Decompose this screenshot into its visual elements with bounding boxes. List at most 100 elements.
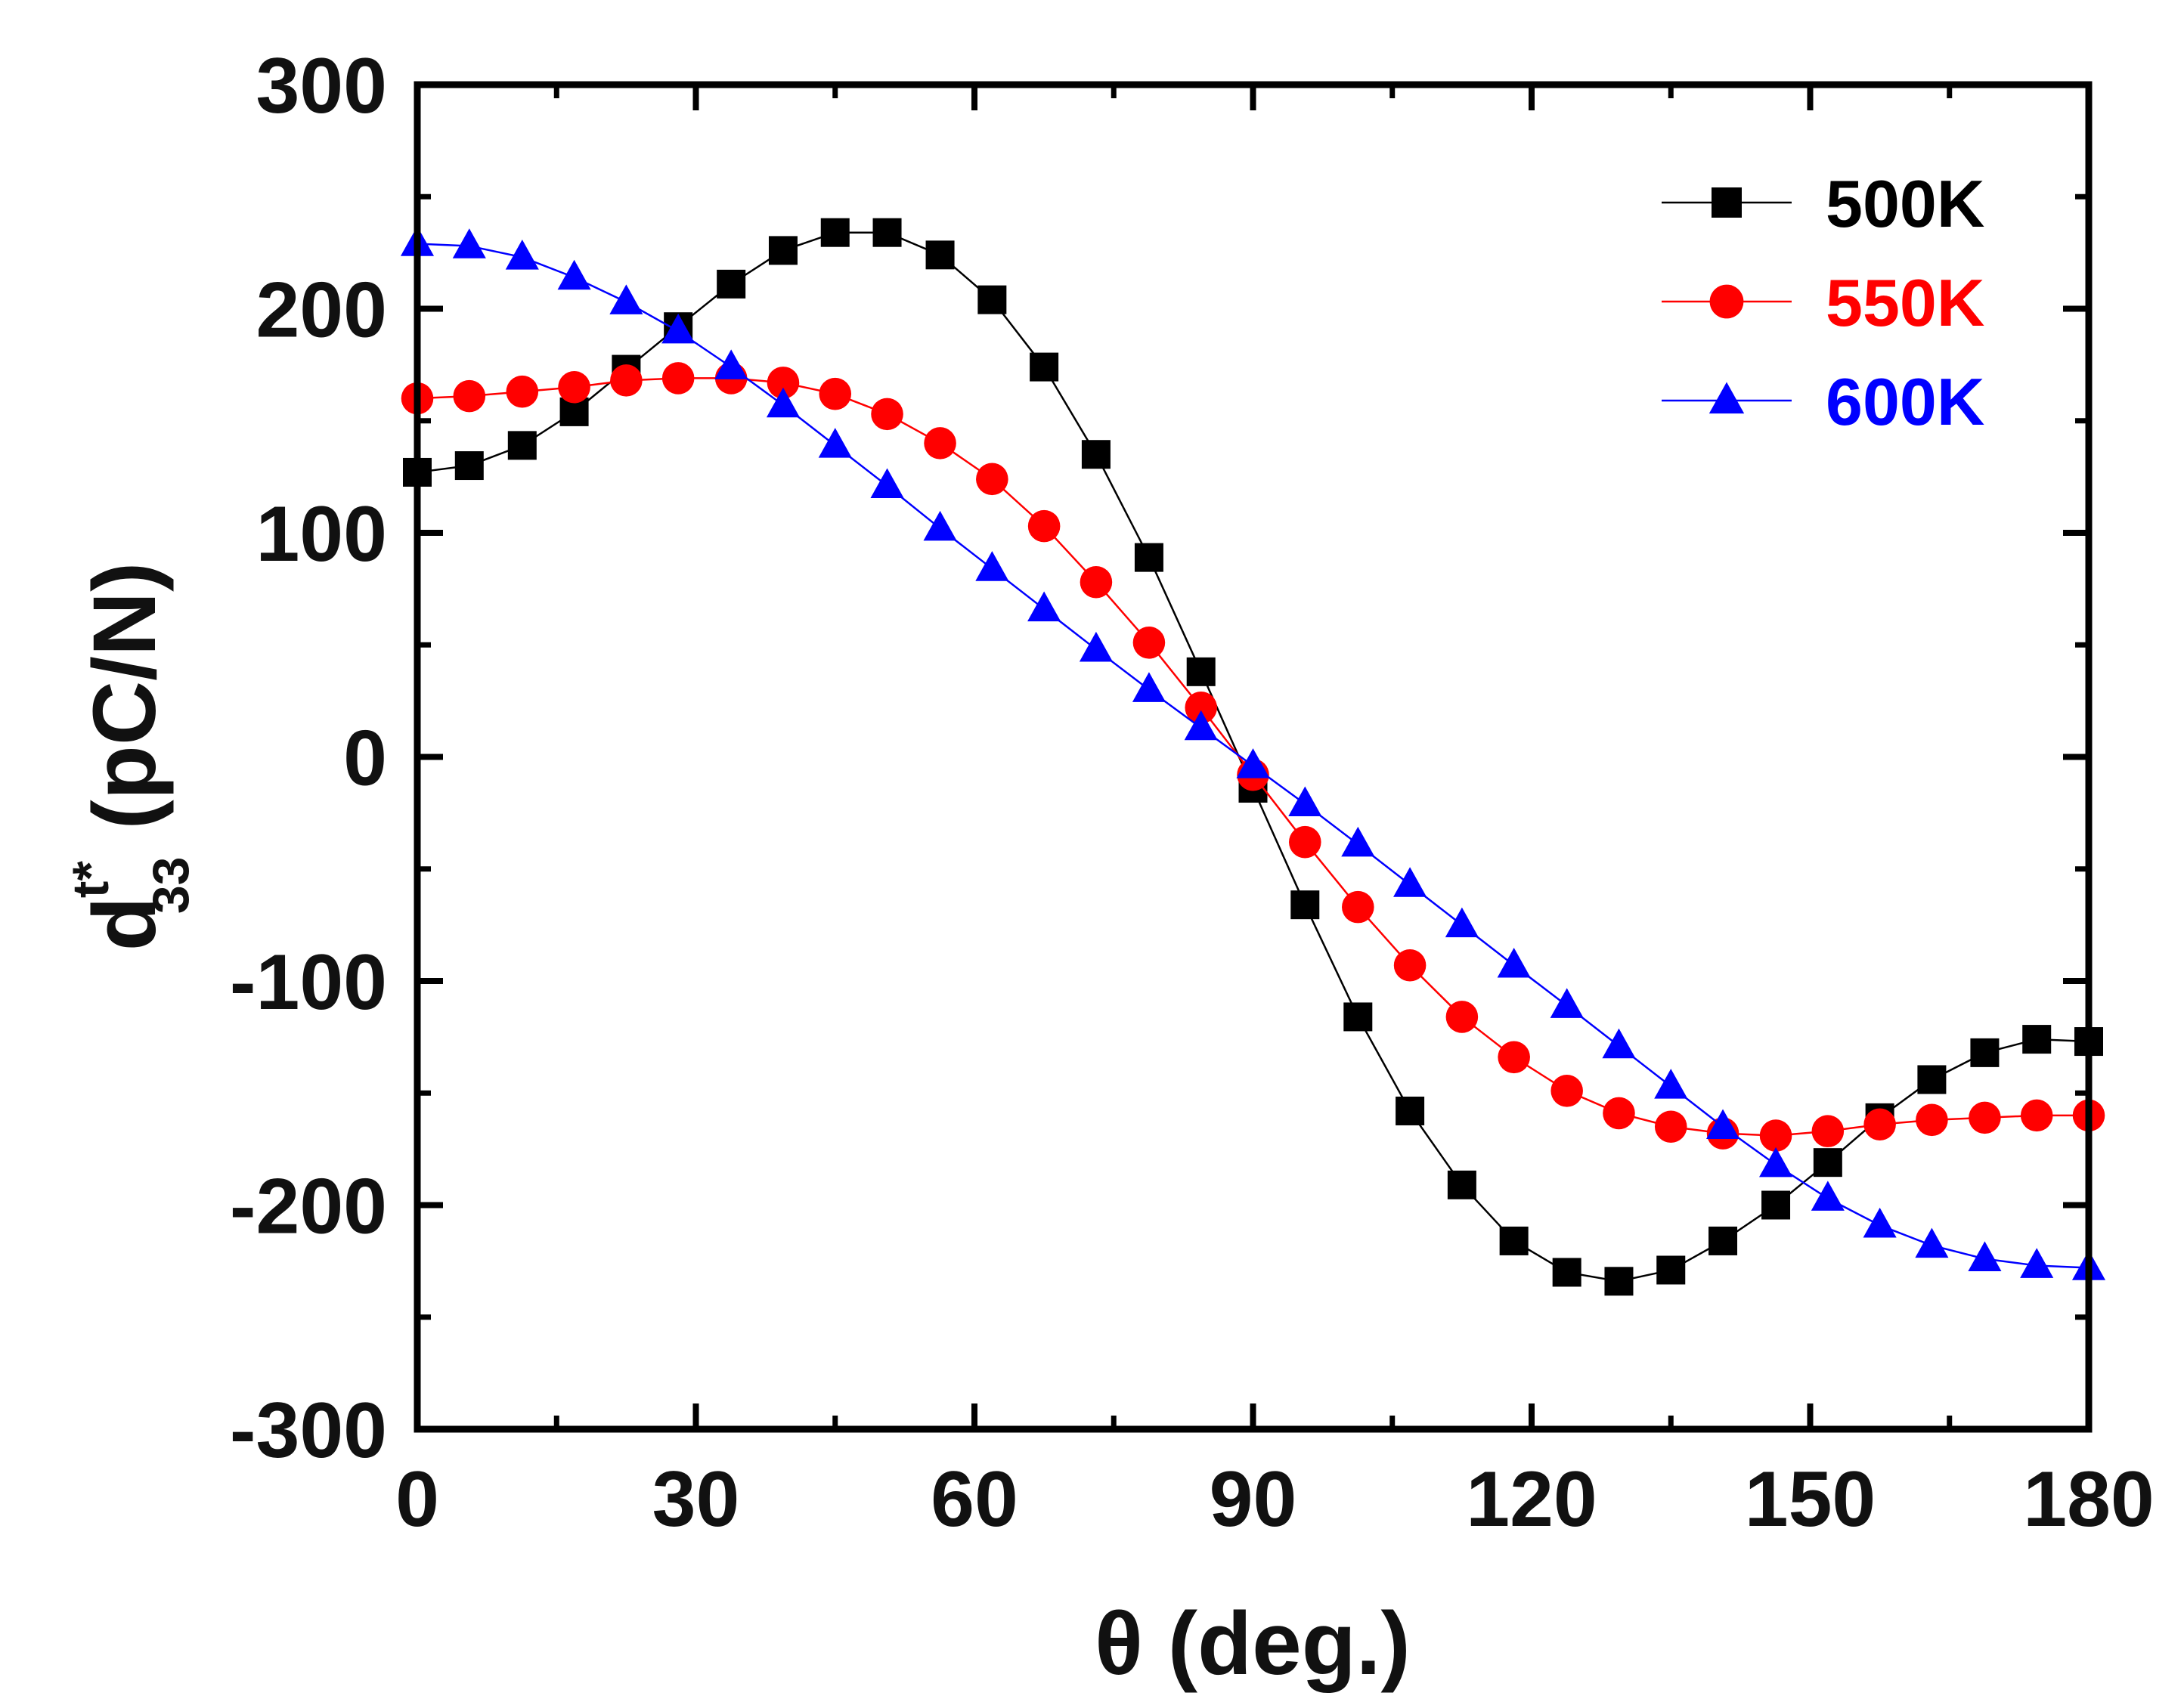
- data-point-550K: [1027, 509, 1061, 543]
- legend-item-550K: 550K: [1662, 265, 1984, 340]
- data-point-600K: [1863, 1207, 1897, 1238]
- data-point-600K: [1759, 1147, 1793, 1178]
- data-point-600K: [1497, 947, 1531, 978]
- y-tick-label: 100: [256, 491, 387, 578]
- data-point-500K: [1396, 1096, 1425, 1125]
- data-point-500K: [1343, 1002, 1373, 1032]
- x-tick-label: 60: [931, 1456, 1018, 1543]
- y-axis-title-units: (pC/N): [75, 562, 175, 830]
- data-point-600K: [818, 428, 852, 458]
- data-point-500K: [768, 236, 798, 265]
- data-point-600K: [1079, 631, 1113, 662]
- data-point-550K: [871, 398, 903, 431]
- data-point-500K: [2022, 1025, 2052, 1054]
- data-point-500K: [1970, 1038, 2000, 1067]
- data-point-550K: [976, 463, 1008, 496]
- data-point-550K: [506, 375, 539, 408]
- data-point-500K: [1656, 1255, 1686, 1285]
- legend-label: 600K: [1826, 364, 1984, 439]
- data-point-550K: [924, 427, 956, 460]
- data-point-600K: [1811, 1181, 1845, 1211]
- data-point-550K: [1654, 1110, 1687, 1143]
- data-point-600K: [923, 510, 957, 541]
- data-point-600K: [1236, 748, 1270, 778]
- data-point-500K: [1604, 1267, 1634, 1296]
- data-point-500K: [925, 240, 955, 270]
- legend-label: 550K: [1826, 265, 1984, 340]
- data-point-600K: [505, 240, 539, 270]
- data-point-600K: [661, 313, 695, 344]
- data-point-600K: [1915, 1227, 1949, 1258]
- x-axis-title: θ (deg.): [1095, 1594, 1411, 1694]
- data-point-550K: [2020, 1099, 2053, 1132]
- data-point-500K: [1552, 1258, 1581, 1287]
- data-point-550K: [819, 377, 852, 410]
- data-point-500K: [1708, 1226, 1738, 1255]
- data-point-600K: [1027, 591, 1061, 622]
- x-tick-label: 180: [2023, 1456, 2155, 1543]
- data-point-500K: [454, 451, 484, 481]
- data-point-600K: [1550, 988, 1584, 1018]
- data-point-500K: [507, 431, 537, 460]
- x-tick-label: 90: [1210, 1456, 1297, 1543]
- data-point-550K: [1916, 1103, 1948, 1137]
- data-point-500K: [1134, 543, 1163, 572]
- data-point-600K: [2020, 1248, 2054, 1278]
- y-tick-label: 200: [256, 267, 387, 354]
- x-tick-label: 150: [1745, 1456, 1876, 1543]
- y-tick-label: 0: [343, 715, 387, 803]
- legend-marker: [1709, 284, 1744, 319]
- legend-label: 500K: [1826, 166, 1984, 241]
- data-point-600K: [557, 259, 591, 290]
- legend-item-600K: 600K: [1662, 364, 1984, 439]
- data-point-500K: [872, 218, 902, 247]
- y-tick-label: -200: [230, 1163, 387, 1251]
- data-point-500K: [820, 218, 850, 247]
- data-point-500K: [977, 285, 1007, 314]
- legend-item-500K: 500K: [1662, 166, 1984, 241]
- data-point-500K: [1186, 657, 1216, 686]
- data-point-500K: [1447, 1170, 1476, 1199]
- data-point-500K: [1761, 1190, 1791, 1220]
- data-point-600K: [1445, 907, 1479, 938]
- data-point-550K: [1550, 1075, 1583, 1107]
- data-point-600K: [870, 468, 904, 499]
- legend-marker: [1708, 382, 1745, 414]
- data-point-550K: [767, 367, 800, 399]
- data-point-600K: [975, 551, 1009, 581]
- data-point-550K: [1603, 1097, 1635, 1130]
- axes-layer: 0 30 60 90 120 150 180 -300 -200 -100 0 100 200 300: [230, 42, 2155, 1543]
- data-point-550K: [1498, 1041, 1530, 1074]
- y-tick-label: -100: [230, 939, 387, 1026]
- data-point-550K: [1445, 1001, 1479, 1033]
- data-point-550K: [1132, 627, 1166, 659]
- data-point-500K: [1030, 352, 1059, 382]
- data-point-550K: [1969, 1101, 2001, 1134]
- data-point-550K: [1185, 691, 1217, 724]
- y-axis-title-sub: 33: [142, 857, 200, 914]
- data-point-600K: [1341, 826, 1375, 857]
- data-point-600K: [766, 387, 801, 418]
- data-point-500K: [1917, 1065, 1947, 1094]
- data-point-600K: [1705, 1109, 1740, 1140]
- data-point-550K: [1393, 949, 1427, 982]
- x-tick-label: 30: [652, 1456, 740, 1543]
- data-point-600K: [609, 284, 643, 314]
- y-tick-label: 300: [256, 42, 387, 130]
- y-tick-label: -300: [230, 1387, 387, 1475]
- x-tick-label: 120: [1466, 1456, 1597, 1543]
- svg-text:dt*33(pC/N): dt* 33 (pC/N): [62, 562, 200, 952]
- data-point-550K: [1863, 1108, 1896, 1141]
- data-point-550K: [1289, 825, 1321, 859]
- data-point-550K: [1811, 1115, 1845, 1147]
- data-point-600K: [1184, 710, 1218, 741]
- series-600K: [400, 226, 2106, 1280]
- data-point-600K: [1654, 1069, 1688, 1099]
- data-point-600K: [1393, 867, 1427, 897]
- y-axis-title-sup: t*: [62, 861, 119, 899]
- data-point-500K: [1290, 890, 1320, 920]
- data-point-500K: [1813, 1148, 1842, 1178]
- data-point-550K: [453, 379, 486, 413]
- legend: 500K 550K 600K: [1662, 166, 1984, 439]
